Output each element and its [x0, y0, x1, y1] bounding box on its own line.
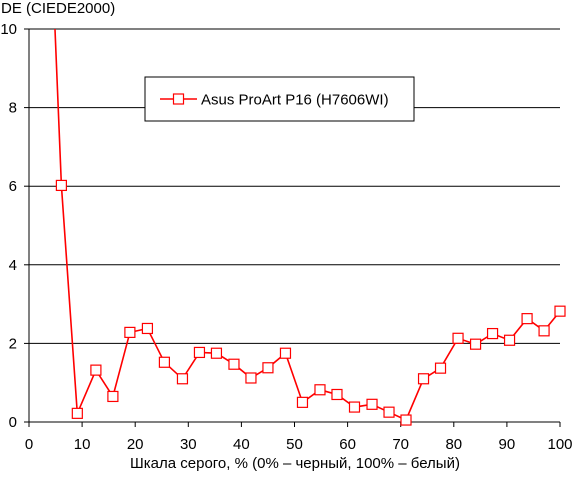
grid-layer — [29, 28, 560, 344]
data-point — [417, 373, 430, 385]
data-point — [521, 313, 533, 325]
data-point — [366, 398, 378, 410]
x-tick-label: 90 — [499, 436, 516, 453]
data-point — [90, 364, 102, 376]
x-tick-label: 50 — [286, 436, 303, 453]
legend: Asus ProArt P16 (H7606WI) — [144, 76, 415, 122]
data-point — [296, 396, 309, 408]
y-tick-label: 8 — [9, 100, 17, 117]
data-point — [71, 407, 83, 419]
data-point — [210, 347, 223, 359]
data-point — [452, 332, 464, 344]
data-point — [55, 179, 67, 192]
legend-label: Asus ProArt P16 (H7606WI) — [201, 92, 389, 109]
series-layer — [54, 29, 566, 426]
x-tick-label: 20 — [127, 436, 144, 453]
y-axis-label: DE (CIEDE2000) — [1, 0, 115, 17]
data-point — [383, 406, 395, 418]
x-tick-label: 40 — [233, 436, 250, 453]
data-point — [245, 372, 257, 384]
data-point — [331, 388, 343, 401]
data-point — [400, 414, 412, 426]
x-tick-label: 100 — [547, 436, 572, 453]
y-tick-label: 6 — [9, 178, 17, 195]
y-tick-label: 10 — [0, 21, 17, 38]
y-tick-label: 4 — [9, 257, 17, 274]
data-point — [176, 373, 189, 385]
data-point — [503, 334, 516, 346]
data-point — [262, 362, 274, 374]
x-tick-label: 10 — [74, 436, 91, 453]
data-point — [193, 346, 206, 359]
data-point — [124, 326, 136, 338]
data-point — [348, 401, 361, 413]
data-point — [554, 305, 566, 317]
x-tick-label: 60 — [339, 436, 356, 453]
data-point — [141, 322, 154, 335]
x-tick-label: 80 — [445, 436, 462, 453]
x-axis-label: Шкала серого, % (0% – черный, 100% – бел… — [130, 455, 460, 472]
data-point — [314, 384, 326, 396]
y-tick-label: 0 — [9, 414, 17, 431]
y-tick-label: 2 — [9, 335, 17, 352]
data-point — [107, 390, 119, 403]
x-tick-label: 0 — [25, 436, 33, 453]
data-point — [279, 347, 292, 359]
data-point — [228, 358, 240, 370]
data-point — [434, 362, 447, 374]
data-point — [538, 325, 550, 337]
x-tick-label: 70 — [392, 436, 409, 453]
data-point — [158, 356, 171, 368]
x-tick-label: 30 — [180, 436, 197, 453]
data-point — [486, 327, 499, 340]
data-point — [469, 338, 482, 350]
legend-marker — [172, 93, 185, 105]
